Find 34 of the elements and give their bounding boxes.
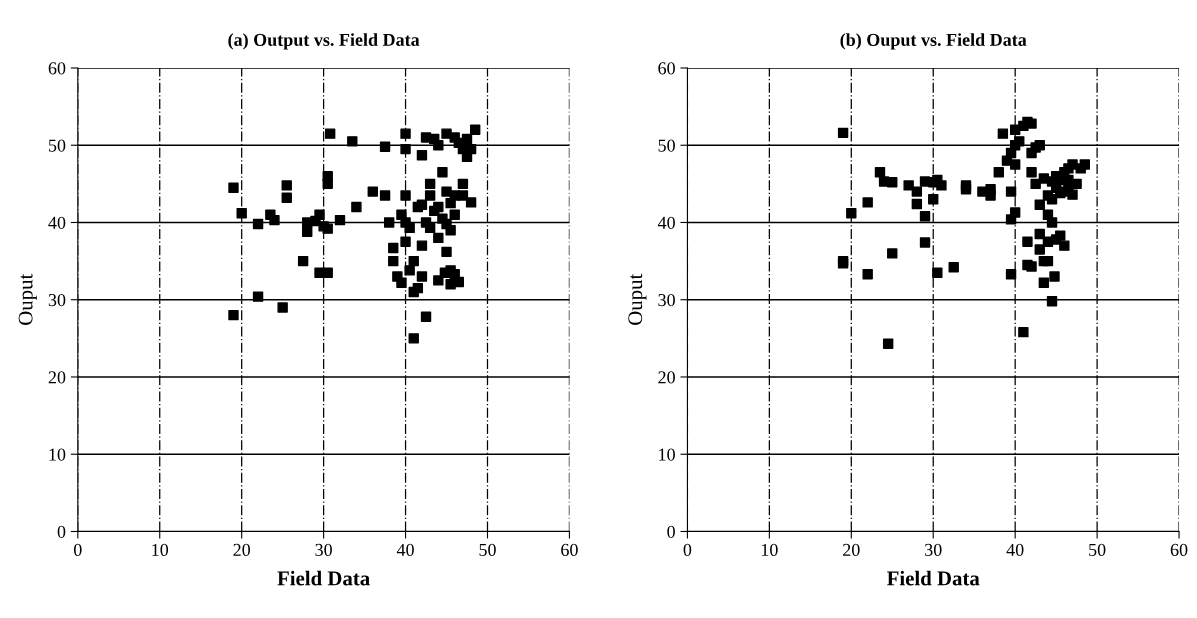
y-tick-label: 30 — [48, 293, 66, 307]
x-tick-label: 60 — [561, 543, 578, 556]
y-tick-label: 20 — [48, 371, 66, 384]
y-axis-title: Ouput — [628, 273, 647, 325]
y-axis-title: Ouput — [18, 273, 37, 325]
x-tick-label: 20 — [843, 543, 860, 556]
chart-title: (a) Output vs. Field Data — [228, 33, 420, 50]
x-tick-label: 10 — [761, 543, 778, 556]
y-tick-label: 10 — [659, 448, 675, 461]
x-tick-label: 40 — [1006, 543, 1024, 556]
x-axis-title: Field Data — [887, 570, 980, 586]
x-tick-label: 30 — [315, 543, 332, 556]
x-axis-title: Field Data — [277, 570, 370, 586]
y-tick-label: 50 — [658, 139, 675, 152]
y-tick-label: 50 — [48, 139, 66, 152]
x-tick-label: 30 — [925, 543, 942, 556]
x-tick-label: 20 — [233, 543, 251, 556]
x-tick-label: 60 — [1170, 543, 1188, 556]
y-tick-label: 40 — [48, 216, 66, 229]
y-tick-label: 0 — [667, 525, 675, 538]
x-tick-label: 40 — [396, 543, 414, 556]
y-tick-label: 40 — [657, 216, 675, 229]
chart-title: (b) Ouput vs. Field Data — [840, 33, 1027, 50]
x-tick-label: 50 — [479, 543, 496, 556]
x-tick-label: 10 — [152, 543, 169, 556]
y-tick-label: 60 — [48, 62, 66, 75]
y-tick-label: 0 — [57, 525, 66, 538]
y-tick-label: 10 — [49, 448, 66, 461]
y-tick-label: 60 — [658, 62, 675, 75]
x-tick-label: 50 — [1089, 543, 1106, 556]
y-tick-label: 30 — [658, 293, 675, 307]
x-tick-label: 0 — [73, 543, 82, 556]
x-tick-label: 0 — [683, 543, 692, 556]
y-tick-label: 20 — [658, 371, 675, 384]
